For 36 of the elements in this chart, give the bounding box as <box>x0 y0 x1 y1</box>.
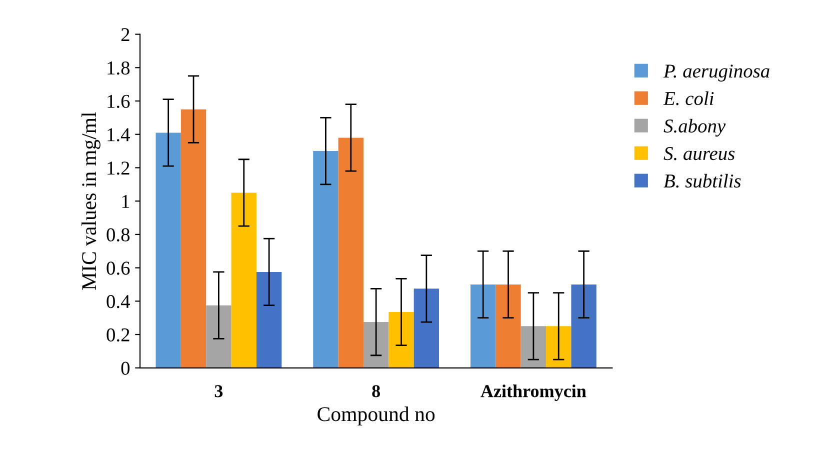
y-tick-label: 1.8 <box>108 61 130 75</box>
bar <box>156 132 181 368</box>
bar <box>256 272 282 368</box>
bar <box>180 109 206 368</box>
y-tick-label: 1.2 <box>108 162 130 175</box>
y-tick-label: 0 <box>121 362 130 375</box>
y-tick-label: 0.6 <box>106 262 130 275</box>
x-tick-label: 8 <box>372 385 380 398</box>
bar <box>363 322 389 368</box>
legend-label: B. subtilis <box>664 174 741 188</box>
x-tick-label: Azithromycin <box>480 384 586 401</box>
bar <box>313 151 338 368</box>
y-tick-label: 1 <box>122 194 130 208</box>
bar <box>338 138 364 368</box>
y-tick-label: 0.8 <box>106 228 130 242</box>
y-tick-label: 1.6 <box>108 94 130 108</box>
bar <box>546 326 572 368</box>
bar <box>388 312 414 368</box>
legend-label: E. coli <box>663 91 714 106</box>
bar <box>571 284 596 368</box>
bar <box>470 284 496 368</box>
y-tick-label: 0.2 <box>106 328 130 342</box>
y-tick-label: 0.4 <box>106 294 130 308</box>
y-axis-title: MIC values in mg/ml <box>81 112 100 290</box>
legend-label: P. aeruginosa <box>663 64 770 82</box>
legend-label: S.abony <box>664 118 726 137</box>
bar <box>520 326 546 368</box>
bar <box>496 284 521 368</box>
legend-label: S. aureus <box>664 147 735 160</box>
x-axis-title: Compound no <box>318 406 435 426</box>
y-tick-label: 2 <box>121 28 130 42</box>
bar <box>414 288 440 368</box>
y-tick-label: 1.4 <box>108 128 130 142</box>
bar <box>231 192 256 368</box>
bar <box>206 305 232 368</box>
x-tick-label: 3 <box>214 385 223 398</box>
